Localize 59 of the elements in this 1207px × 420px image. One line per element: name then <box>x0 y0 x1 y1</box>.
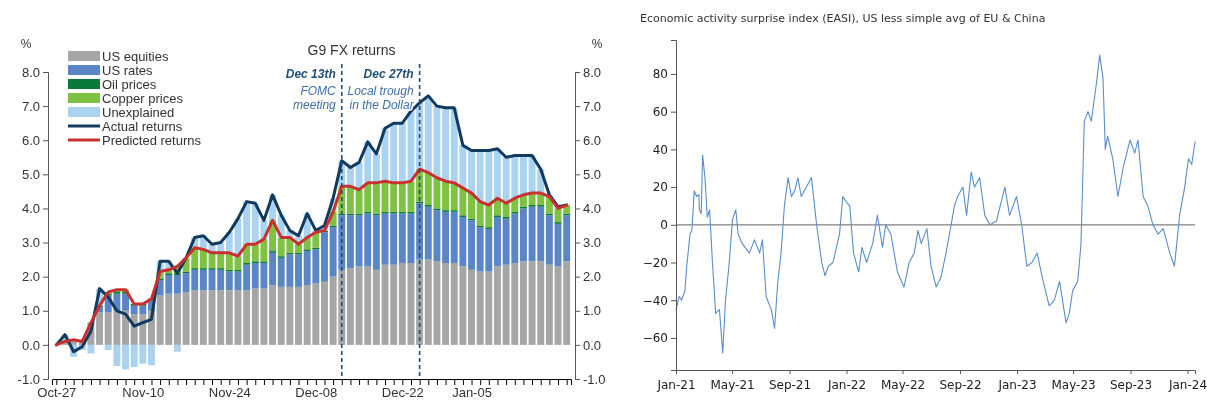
chart-title: Economic activity surprise index (EASI), US less simple avg of EU & China <box>640 12 1046 25</box>
y2-tick-label: 4.0 <box>583 201 602 217</box>
legend-label: US equities <box>102 49 169 64</box>
x-tick-label: Dec-22 <box>381 385 424 401</box>
y2-axis-title: % <box>591 37 603 51</box>
y2-tick-label: 7.0 <box>583 98 602 114</box>
x-tick-label: Dec-08 <box>295 385 338 401</box>
x-tick-label: Jan-22 <box>826 378 867 392</box>
y-tick-label: 7.0 <box>21 98 40 114</box>
legend-label: Copper prices <box>102 91 184 106</box>
legend-label: US rates <box>102 63 154 78</box>
y-tick-label: 2.0 <box>21 269 40 285</box>
x-tick-label: Jan-05 <box>452 385 492 401</box>
y-tick-label: 5.0 <box>21 166 40 182</box>
annotation: Dec 13th <box>285 67 336 81</box>
y-tick-label: 6.0 <box>21 132 40 148</box>
x-tick-label: Sep-21 <box>768 378 812 392</box>
y2-tick-label: -1.0 <box>583 371 606 387</box>
y-tick-label: 4.0 <box>21 201 40 217</box>
y-tick-label: 80 <box>652 67 668 82</box>
y-axis-title: % <box>20 37 32 51</box>
y2-tick-label: 5.0 <box>583 166 602 182</box>
x-tick-label: Jan-24 <box>1167 378 1207 392</box>
y-tick-label: 60 <box>652 105 668 119</box>
legend-label: Actual returns <box>102 119 183 134</box>
y2-tick-label: 0.0 <box>583 337 602 353</box>
annotation: Dec 27th <box>363 67 414 81</box>
y2-tick-label: 8.0 <box>583 64 602 80</box>
x-tick-label: Jan-21 <box>656 378 696 392</box>
y2-tick-label: 1.0 <box>583 303 602 319</box>
legend-label: Oil prices <box>102 77 157 92</box>
y-tick-label: 20 <box>652 180 668 195</box>
x-tick-label: Oct-27 <box>37 385 77 401</box>
y-tick-label: 3.0 <box>21 235 40 251</box>
y-tick-label: −20 <box>642 255 668 270</box>
y2-tick-label: 3.0 <box>583 235 602 251</box>
y-tick-label: 40 <box>652 142 668 157</box>
x-tick-label: May-21 <box>710 378 755 392</box>
chart-title: G9 FX returns <box>307 42 396 58</box>
y-tick-label: 1.0 <box>21 303 40 319</box>
y-tick-label: 8.0 <box>21 64 40 80</box>
x-tick-label: May-22 <box>880 378 926 392</box>
y-tick-label: −60 <box>642 331 668 346</box>
annotation: FOMC meeting <box>293 84 337 112</box>
x-tick-label: Nov-24 <box>208 385 251 401</box>
legend-label: Unexplained <box>102 105 175 120</box>
x-tick-label: Sep-22 <box>939 378 982 392</box>
y-tick-label: -1.0 <box>17 371 40 387</box>
y2-tick-label: 2.0 <box>583 269 602 285</box>
y2-tick-label: 6.0 <box>583 132 602 148</box>
legend-label: Predicted returns <box>102 133 202 148</box>
y-tick-label: 0 <box>660 218 668 233</box>
x-tick-label: May-23 <box>1051 378 1096 392</box>
y-tick-label: 0.0 <box>21 337 40 353</box>
x-tick-label: Nov-10 <box>122 385 165 401</box>
x-tick-label: Sep-23 <box>1109 378 1153 392</box>
annotation: Local trough in the Dollar <box>347 84 415 112</box>
y-tick-label: −40 <box>642 293 668 308</box>
x-tick-label: Jan-23 <box>997 378 1037 392</box>
